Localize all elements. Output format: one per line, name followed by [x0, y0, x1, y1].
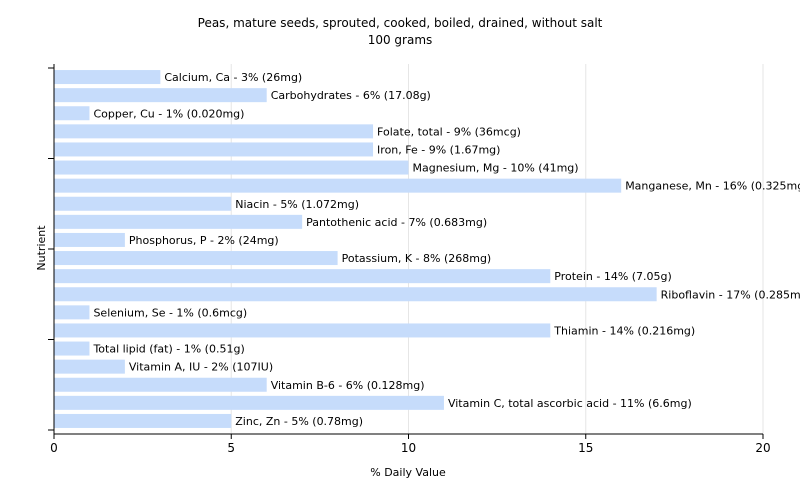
bar-label: Zinc, Zn - 5% (0.78mg) [235, 415, 363, 428]
bar-label: Protein - 14% (7.05g) [554, 270, 672, 283]
bar-label: Pantothenic acid - 7% (0.683mg) [306, 216, 487, 229]
bars-group: Calcium, Ca - 3% (26mg) Carbohydrates - 6… [54, 70, 800, 428]
chart-title: Peas, mature seeds, sprouted, cooked, bo… [198, 16, 603, 30]
bar-label: Carbohydrates - 6% (17.08g) [271, 89, 431, 102]
x-tick-label: 15 [578, 441, 593, 455]
bar [54, 395, 444, 410]
bar [54, 305, 90, 320]
grid-lines [230, 64, 764, 434]
bar [54, 251, 338, 266]
bar-label: Selenium, Se - 1% (0.6mcg) [93, 306, 247, 319]
bar-label: Vitamin B-6 - 6% (0.128mg) [271, 379, 425, 392]
x-tick-label: 0 [50, 441, 58, 455]
bar-label: Riboflavin - 17% (0.285mg) [661, 288, 800, 301]
x-tick-label: 20 [755, 441, 770, 455]
bar-label: Vitamin C, total ascorbic acid - 11% (6.… [448, 397, 692, 410]
x-tick-label: 10 [401, 441, 416, 455]
bar [54, 232, 125, 247]
bar [54, 359, 125, 374]
bar [54, 88, 267, 103]
bar-label: Folate, total - 9% (36mcg) [377, 125, 521, 138]
bar [54, 323, 551, 338]
y-axis-title: Nutrient [35, 225, 48, 271]
bar [54, 106, 90, 121]
bar-label: Magnesium, Mg - 10% (41mg) [413, 162, 579, 175]
bar [54, 124, 374, 139]
bar [54, 214, 303, 229]
x-tick-label: 5 [227, 441, 235, 455]
bar [54, 142, 374, 157]
bar [54, 413, 232, 428]
bar [54, 70, 161, 85]
bar-label: Calcium, Ca - 3% (26mg) [164, 71, 302, 84]
bar-label: Vitamin A, IU - 2% (107IU) [129, 361, 273, 374]
chart-subtitle: 100 grams [368, 33, 433, 47]
x-axis-title: % Daily Value [370, 466, 446, 479]
bar-label: Manganese, Mn - 16% (0.325mg) [625, 180, 800, 193]
bar [54, 269, 551, 284]
bar [54, 178, 622, 193]
axes-group: 0 5 10 15 20 [48, 64, 771, 455]
bar [54, 160, 409, 175]
bar [54, 196, 232, 211]
bar-label: Copper, Cu - 1% (0.020mg) [93, 107, 244, 120]
bar-label: Niacin - 5% (1.072mg) [235, 198, 359, 211]
bar [54, 341, 90, 356]
bar [54, 377, 267, 392]
bar-label: Total lipid (fat) - 1% (0.51g) [92, 343, 244, 356]
bar-label: Thiamin - 14% (0.216mg) [553, 324, 695, 337]
bar-label: Potassium, K - 8% (268mg) [342, 252, 492, 265]
bar-label: Phosphorus, P - 2% (24mg) [129, 234, 279, 247]
bar-label: Iron, Fe - 9% (1.67mg) [377, 143, 500, 156]
bar [54, 287, 657, 302]
